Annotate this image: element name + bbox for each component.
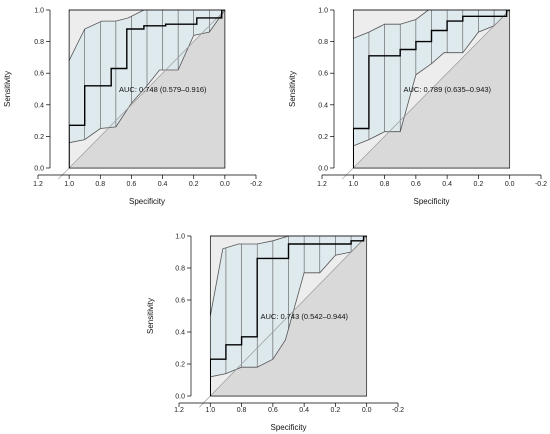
x-tick-label: 0.8 [380, 181, 390, 188]
roc-chart-1: 1.2 1.0 0.8 0.6 0.4 0.2 0.0 -0.2 Specificity 0.0 0… [3, 8, 262, 207]
x-tick-label: 1.0 [348, 181, 358, 188]
y-tick-label: 1.0 [34, 8, 44, 15]
x-tick-label: -0.2 [250, 181, 262, 188]
y-tick-label: 0.2 [318, 134, 328, 141]
ci-lower-line [69, 9, 226, 144]
y-tick-label: 0.6 [318, 71, 328, 78]
roc-curve [353, 10, 510, 168]
diagonal-reference-line [57, 9, 226, 180]
y-tick-label: 0.4 [175, 330, 185, 337]
x-tick-label: 0.6 [127, 181, 137, 188]
y-axis-title: Sensitivity [288, 71, 297, 107]
roc-panel-1: 1.2 1.0 0.8 0.6 0.4 0.2 0.0 -0.2 Specificity 0.0 0… [0, 0, 275, 215]
ci-lower-line [353, 9, 510, 147]
plot-frame [352, 9, 511, 169]
x-axis-title: Specificity [413, 197, 449, 206]
y-tick-label: 0.0 [175, 394, 185, 401]
x-tick-label: 0.2 [189, 181, 199, 188]
x-axis-title: Specificity [270, 423, 306, 432]
y-tick-label: 0.6 [175, 298, 185, 305]
y-tick-label: 0.4 [34, 102, 44, 109]
roc-curve [210, 236, 367, 396]
y-tick-label: 0.2 [175, 362, 185, 369]
x-axis-title: Specificity [129, 197, 165, 206]
y-tick-label: 0.8 [318, 39, 328, 46]
auc-label: AUC: 0.748 (0.579–0.916) [119, 85, 207, 94]
auc-label: AUC: 0.743 (0.542–0.944) [261, 312, 349, 321]
x-tick-label: -0.2 [392, 407, 404, 414]
x-tick-label: 0.6 [268, 407, 278, 414]
x-tick-label: 0.4 [442, 181, 452, 188]
y-tick-label: 0.6 [34, 71, 44, 78]
y-tick-label: 0.0 [318, 166, 328, 173]
x-tick-label: 0.2 [331, 407, 341, 414]
x-tick-label: 0.0 [220, 181, 230, 188]
roc-chart-2: 1.2 1.0 0.8 0.6 0.4 0.2 0.0 -0.2 Specificity 0.0 0… [288, 8, 547, 207]
x-tick-label: 0.0 [505, 181, 515, 188]
auc-label: AUC: 0.789 (0.635–0.943) [404, 85, 492, 94]
diagonal-reference-line [199, 235, 367, 408]
x-tick-label: 0.4 [158, 181, 168, 188]
x-tick-label: 1.2 [317, 181, 327, 188]
plot-frame [209, 235, 368, 397]
y-tick-label: 0.8 [175, 266, 185, 273]
x-tick-label: 1.0 [205, 407, 215, 414]
x-tick-label: 0.6 [411, 181, 421, 188]
x-tick-label: 0.0 [362, 407, 372, 414]
roc-curve [69, 10, 225, 168]
roc-chart-3: 1.2 1.0 0.8 0.6 0.4 0.2 0.0 -0.2 Specificity 0.0 0… [146, 234, 404, 433]
plot-frame [68, 9, 226, 169]
x-tick-label: 1.2 [174, 407, 184, 414]
x-tick-label: 0.8 [95, 181, 105, 188]
x-tick-label: 0.8 [237, 407, 247, 414]
y-tick-label: 0.0 [34, 166, 44, 173]
y-tick-label: 0.2 [34, 134, 44, 141]
y-tick-label: 1.0 [175, 234, 185, 241]
y-axis-title: Sensitivity [146, 298, 155, 334]
x-tick-label: 0.4 [299, 407, 309, 414]
x-tick-label: 0.2 [474, 181, 484, 188]
y-axis-title: Sensitivity [3, 71, 12, 107]
y-tick-label: 0.8 [34, 39, 44, 46]
roc-panel-2: 1.2 1.0 0.8 0.6 0.4 0.2 0.0 -0.2 Specificity 0.0 0… [285, 0, 550, 215]
x-tick-label: 1.0 [64, 181, 74, 188]
y-tick-label: 1.0 [318, 8, 328, 15]
ci-band [353, 10, 510, 146]
diagonal-reference-line [342, 9, 510, 180]
x-tick-label: -0.2 [535, 181, 547, 188]
y-tick-label: 0.4 [318, 102, 328, 109]
x-tick-label: 1.2 [33, 181, 43, 188]
roc-panel-3: 1.2 1.0 0.8 0.6 0.4 0.2 0.0 -0.2 Specificity 0.0 0… [142, 222, 417, 434]
